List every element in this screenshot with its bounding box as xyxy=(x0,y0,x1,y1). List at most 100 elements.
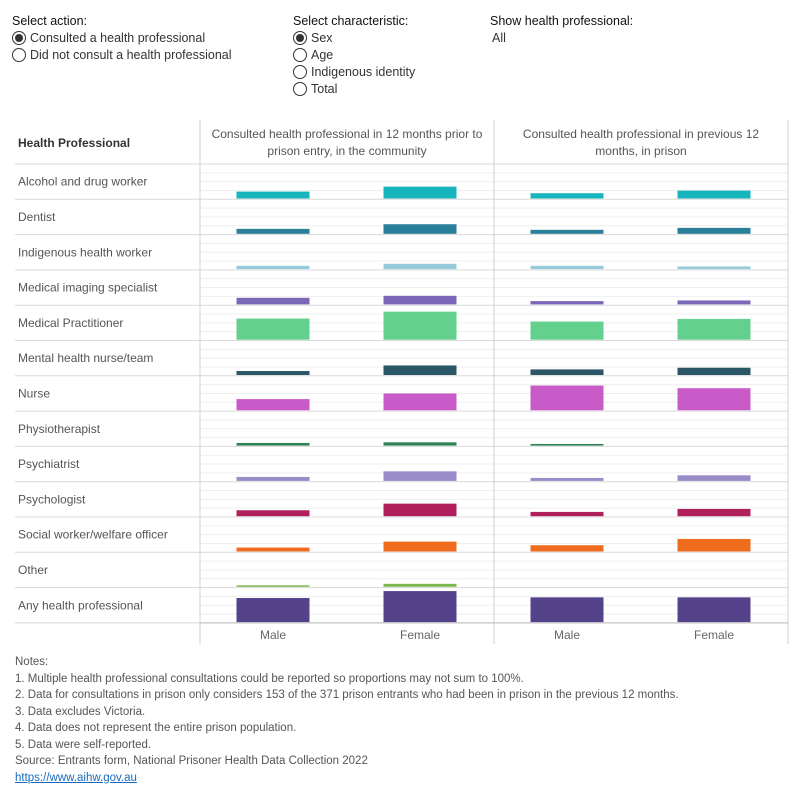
bar xyxy=(677,190,751,199)
bar xyxy=(383,393,457,411)
bar xyxy=(677,227,751,234)
bar xyxy=(236,598,310,623)
radio-label: Did not consult a health professional xyxy=(30,48,232,62)
bar xyxy=(236,510,310,517)
bar xyxy=(236,191,310,199)
bar xyxy=(677,508,751,517)
bar xyxy=(236,585,310,587)
bar xyxy=(530,511,604,517)
bar xyxy=(236,476,310,481)
radio-sex[interactable]: Sex xyxy=(293,31,333,45)
panel-title: prison entry, in the community xyxy=(267,144,426,158)
bar xyxy=(383,591,457,623)
row-label: Physiotherapist xyxy=(18,422,101,436)
characteristic-title: Select characteristic: xyxy=(293,14,409,28)
row-label: Mental health nurse/team xyxy=(18,351,153,365)
radio-label: Indigenous identity xyxy=(311,65,416,79)
row-label: Medical imaging specialist xyxy=(18,281,158,295)
bar xyxy=(677,300,751,305)
bar xyxy=(530,369,604,375)
source-text: Source: Entrants form, National Prisoner… xyxy=(15,755,368,767)
bar xyxy=(383,503,457,517)
bar xyxy=(383,186,457,199)
note-5: 5. Data were self-reported. xyxy=(15,738,152,751)
bar xyxy=(530,597,604,623)
bar xyxy=(530,229,604,234)
radio-label: Consulted a health professional xyxy=(30,31,206,45)
radio-label: Age xyxy=(311,48,334,62)
x-tick-label: Female xyxy=(694,628,734,642)
row-label: Other xyxy=(18,563,48,577)
row-label: Any health professional xyxy=(18,598,143,612)
radio-age[interactable]: Age xyxy=(293,48,333,62)
aihw-link[interactable]: https://www.aihw.gov.au xyxy=(15,771,137,784)
row-label: Alcohol and drug worker xyxy=(18,175,147,189)
radio-not-consulted[interactable]: Did not consult a health professional xyxy=(12,48,232,62)
radio-label: Total xyxy=(311,82,338,96)
bar xyxy=(677,318,751,340)
bar xyxy=(236,399,310,411)
x-tick-label: Male xyxy=(554,628,580,642)
x-tick-label: Male xyxy=(260,628,286,642)
bar xyxy=(236,228,310,234)
bar xyxy=(383,311,457,340)
bar xyxy=(530,193,604,199)
row-header: Health Professional xyxy=(18,136,130,150)
panel-title: Consulted health professional in previou… xyxy=(523,127,759,141)
bar xyxy=(677,367,751,375)
note-3: 3. Data excludes Victoria. xyxy=(15,705,146,718)
note-2: 2. Data for consultations in prison only… xyxy=(15,689,679,701)
radio-unselected-icon[interactable] xyxy=(12,48,26,62)
bar xyxy=(530,265,604,270)
row-label: Dentist xyxy=(18,210,56,224)
bar xyxy=(677,475,751,481)
radio-total[interactable]: Total xyxy=(293,82,337,96)
bar xyxy=(383,295,457,305)
bar xyxy=(383,442,457,446)
bar xyxy=(383,263,457,270)
chart: Health Professional Consulted health prof… xyxy=(15,120,789,644)
show-hp-title: Show health professional: xyxy=(490,14,634,28)
bar xyxy=(383,224,457,234)
notes-heading: Notes: xyxy=(15,656,49,668)
show-hp-dropdown[interactable]: All xyxy=(492,31,506,45)
notes: Notes: 1. Multiple health professional c… xyxy=(15,654,679,786)
bar xyxy=(383,471,457,481)
bar xyxy=(236,318,310,340)
radio-selected-icon[interactable] xyxy=(12,31,26,45)
row-label: Nurse xyxy=(18,386,50,400)
bar xyxy=(530,443,604,446)
bar xyxy=(236,371,310,375)
row-label: Psychologist xyxy=(18,492,86,506)
bar xyxy=(236,297,310,305)
bar xyxy=(530,321,604,340)
radio-selected-icon[interactable] xyxy=(293,31,307,45)
bar xyxy=(677,388,751,411)
panel-title: months, in prison xyxy=(595,144,686,158)
bar xyxy=(236,442,310,446)
bar xyxy=(530,545,604,552)
bar xyxy=(677,538,751,552)
radio-unselected-icon[interactable] xyxy=(293,65,307,79)
row-label: Social worker/welfare officer xyxy=(18,528,168,542)
note-4: 4. Data does not represent the entire pr… xyxy=(15,722,297,734)
bar xyxy=(677,266,751,270)
row-label: Indigenous health worker xyxy=(18,245,152,259)
bar xyxy=(530,301,604,305)
radio-indigenous-identity[interactable]: Indigenous identity xyxy=(293,65,415,79)
row-label: Medical Practitioner xyxy=(18,316,123,330)
action-title: Select action: xyxy=(12,14,88,28)
panel-title: Consulted health professional in 12 mont… xyxy=(212,127,483,141)
radio-unselected-icon[interactable] xyxy=(293,82,307,96)
radio-consulted[interactable]: Consulted a health professional xyxy=(12,31,205,45)
bar xyxy=(383,365,457,375)
bar xyxy=(383,541,457,552)
bar xyxy=(236,547,310,552)
x-tick-label: Female xyxy=(400,628,440,642)
bar xyxy=(236,265,310,270)
radio-unselected-icon[interactable] xyxy=(293,48,307,62)
note-1: 1. Multiple health professional consulta… xyxy=(15,672,524,685)
bar xyxy=(677,597,751,623)
bar xyxy=(530,477,604,481)
radio-label: Sex xyxy=(311,31,333,45)
